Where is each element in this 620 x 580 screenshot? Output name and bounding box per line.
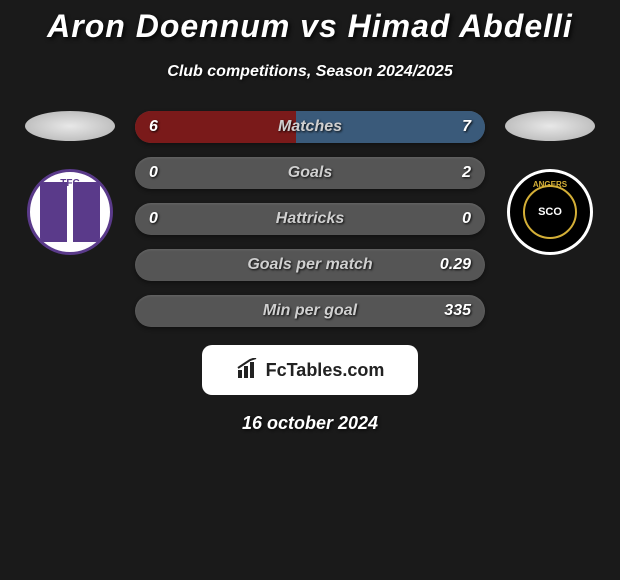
left-player-column (15, 111, 125, 255)
watermark-text: FcTables.com (266, 360, 385, 381)
stats-column: 6 Matches 7 0 Goals 2 0 Hattricks 0 Goal… (135, 111, 485, 327)
stat-value-left: 0 (149, 210, 158, 228)
stat-row: 0 Hattricks 0 (135, 203, 485, 235)
stat-value-right: 0 (462, 210, 471, 228)
stat-label: Matches (278, 118, 342, 136)
stat-value-right: 335 (444, 302, 471, 320)
stat-label: Goals per match (247, 256, 372, 274)
player-silhouette-left (25, 111, 115, 141)
comparison-body: 6 Matches 7 0 Goals 2 0 Hattricks 0 Goal… (0, 111, 620, 327)
date-text: 16 october 2024 (0, 413, 620, 434)
stat-value-right: 7 (462, 118, 471, 136)
club-badge-right: ANGERS (507, 169, 593, 255)
stat-value-left: 0 (149, 164, 158, 182)
stat-row: Goals per match 0.29 (135, 249, 485, 281)
stat-value-right: 0.29 (440, 256, 471, 274)
stat-label: Goals (288, 164, 332, 182)
watermark-badge: FcTables.com (202, 345, 418, 395)
right-player-column: ANGERS (495, 111, 605, 255)
comparison-title: Aron Doennum vs Himad Abdelli (0, 0, 620, 45)
club-top-text: ANGERS (533, 180, 567, 189)
stat-row: 0 Goals 2 (135, 157, 485, 189)
stat-value-left: 6 (149, 118, 158, 136)
stat-row: 6 Matches 7 (135, 111, 485, 143)
stat-label: Min per goal (263, 302, 357, 320)
stat-value-right: 2 (462, 164, 471, 182)
club-badge-left (27, 169, 113, 255)
chart-icon (236, 358, 260, 383)
stat-row: Min per goal 335 (135, 295, 485, 327)
season-subtitle: Club competitions, Season 2024/2025 (0, 63, 620, 81)
player-silhouette-right (505, 111, 595, 141)
stat-label: Hattricks (276, 210, 344, 228)
stat-fill-left (135, 111, 296, 143)
